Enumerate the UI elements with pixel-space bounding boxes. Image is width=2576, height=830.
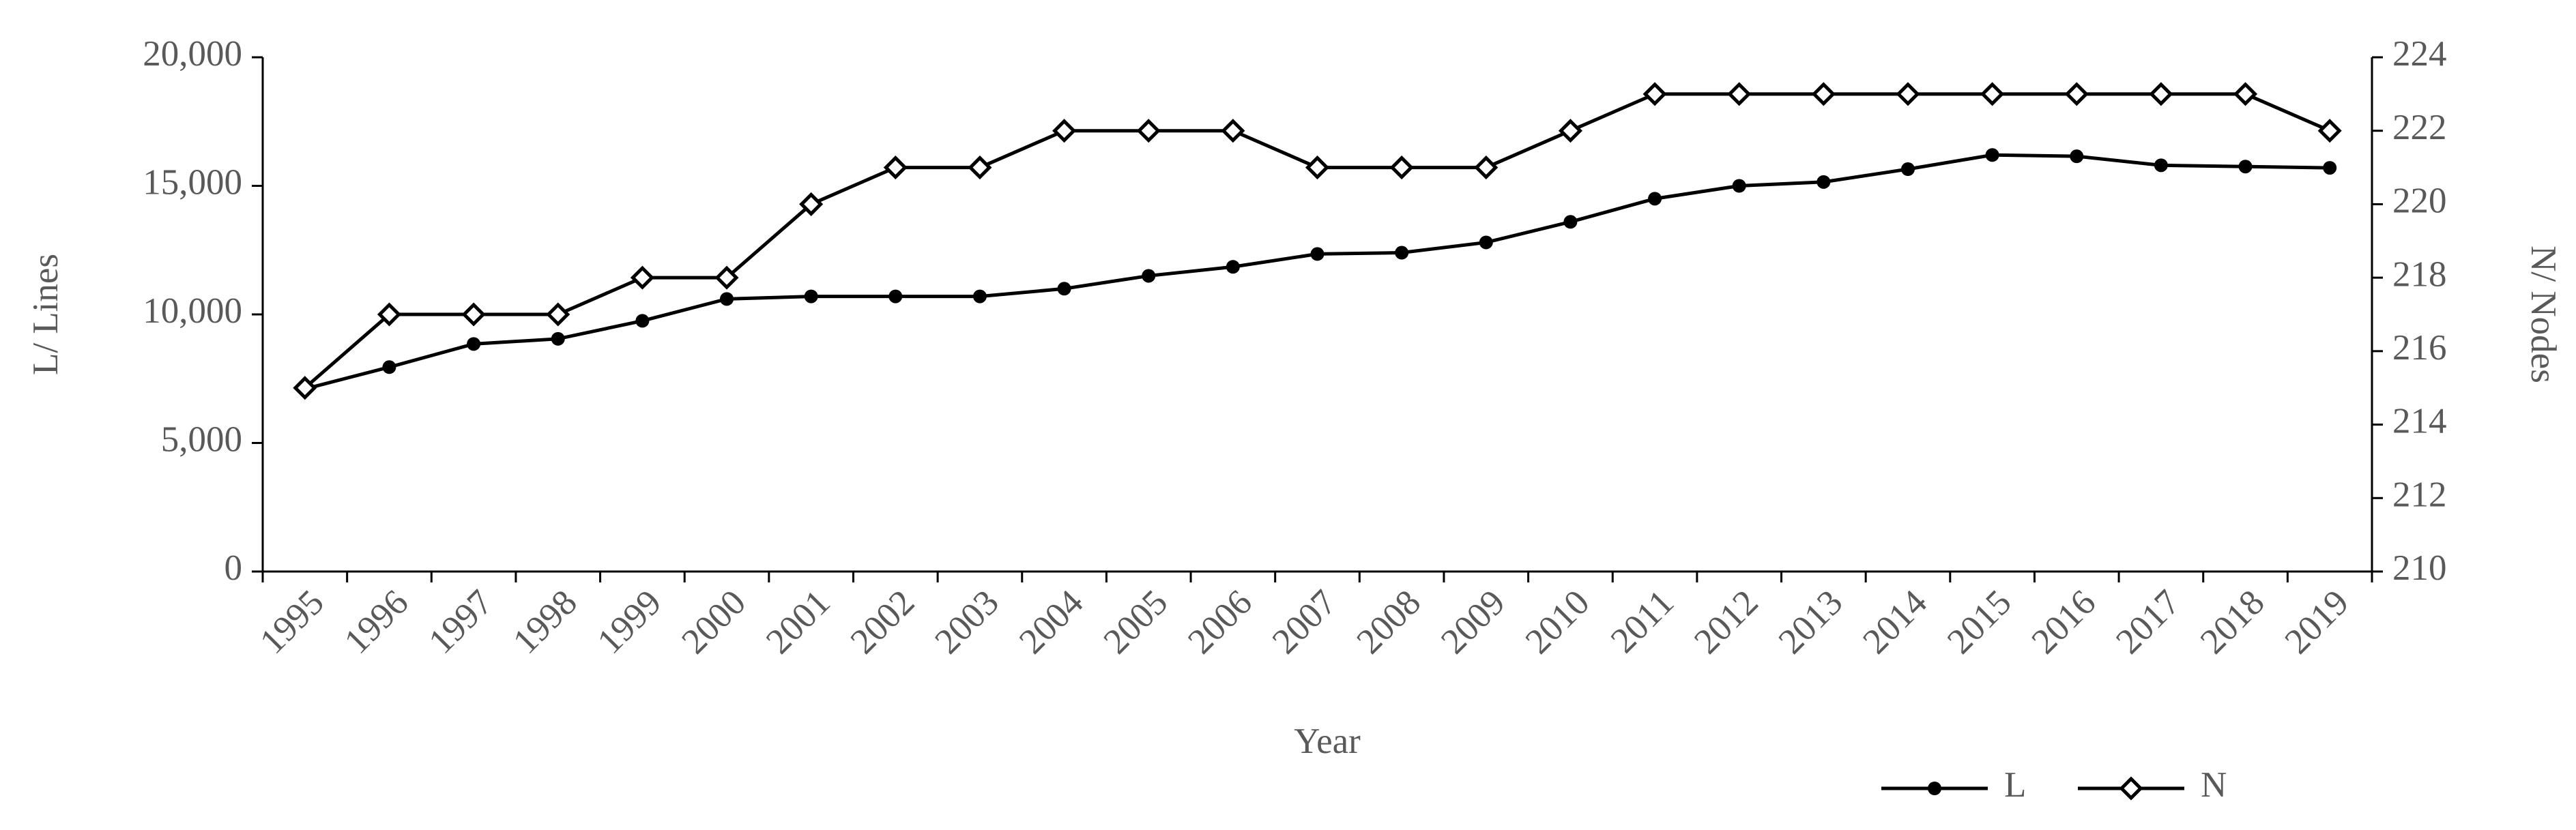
y2-tick-label: 214 <box>2392 402 2447 441</box>
y2-tick-label: 216 <box>2392 328 2447 368</box>
data-point <box>888 289 903 303</box>
y2-tick-label: 212 <box>2392 475 2447 514</box>
y-tick-label: 20,000 <box>143 34 242 74</box>
data-point <box>1142 269 1156 283</box>
data-point <box>1642 82 1667 106</box>
x-tick-label: 2018 <box>2193 582 2272 662</box>
data-point <box>799 192 824 216</box>
data-point <box>968 155 992 180</box>
data-point <box>546 302 570 327</box>
data-point <box>1305 155 1330 180</box>
legend-label: N <box>2201 765 2227 805</box>
y-tick-label: 15,000 <box>143 163 242 203</box>
data-point <box>883 155 908 180</box>
data-point <box>461 302 486 327</box>
data-point <box>1310 247 1325 261</box>
data-point <box>1896 82 1920 106</box>
data-point <box>972 289 987 303</box>
data-point <box>2317 119 2342 143</box>
y2-tick-label: 210 <box>2392 548 2447 588</box>
data-point <box>1558 119 1582 143</box>
x-tick-label: 1999 <box>590 582 669 662</box>
data-point <box>1057 282 1071 296</box>
x-tick-label: 2001 <box>759 582 838 662</box>
x-tick-label: 2013 <box>1771 582 1850 662</box>
data-point <box>1727 82 1752 106</box>
x-tick-label: 2005 <box>1096 582 1175 662</box>
y2-tick-label: 220 <box>2392 181 2447 221</box>
data-point <box>1732 179 1746 193</box>
x-tick-label: 1998 <box>506 582 585 662</box>
data-point <box>2238 160 2253 174</box>
data-point <box>1226 260 1240 274</box>
x-tick-label: 2003 <box>927 582 1007 662</box>
legend-marker <box>1928 782 1941 795</box>
data-point <box>467 337 481 351</box>
data-point <box>1563 215 1578 229</box>
y-tick-label: 5,000 <box>161 420 242 460</box>
data-point <box>1900 162 1915 176</box>
legend-label: L <box>2004 765 2026 805</box>
legend-marker <box>2119 776 2143 801</box>
data-point <box>2323 161 2337 175</box>
x-tick-label: 2002 <box>843 582 922 662</box>
y2-axis-title: N/ Nodes <box>2523 246 2563 383</box>
x-tick-label: 2019 <box>2277 582 2356 662</box>
data-point <box>1389 155 1414 180</box>
data-point <box>804 289 818 303</box>
data-point <box>1395 246 1409 260</box>
x-tick-label: 2017 <box>2109 582 2188 662</box>
x-tick-label: 2007 <box>1265 582 1344 662</box>
data-point <box>635 314 650 328</box>
x-tick-label: 2009 <box>1434 582 1513 662</box>
data-point <box>714 265 739 290</box>
x-tick-label: 2000 <box>674 582 753 662</box>
x-tick-label: 1995 <box>252 582 332 662</box>
data-point <box>2154 158 2168 173</box>
data-point <box>2233 82 2258 106</box>
data-point <box>1980 82 2005 106</box>
x-tick-label: 2016 <box>2024 582 2103 662</box>
data-point <box>1479 235 1493 250</box>
y2-tick-label: 224 <box>2392 34 2447 74</box>
data-point <box>1221 119 1245 143</box>
data-point <box>1052 119 1077 143</box>
data-point <box>1474 155 1499 180</box>
data-point <box>1811 82 1836 106</box>
x-tick-label: 1997 <box>421 582 500 662</box>
x-tick-label: 2006 <box>1181 582 1260 662</box>
data-point <box>2064 82 2089 106</box>
series-line <box>304 92 2331 389</box>
x-tick-label: 1996 <box>337 582 416 662</box>
x-tick-label: 2012 <box>1687 582 1766 662</box>
data-point <box>2070 149 2084 164</box>
data-point <box>630 265 654 290</box>
data-point <box>720 292 734 306</box>
data-point <box>1648 192 1662 206</box>
data-point <box>293 376 317 400</box>
y-axis-title: L/ Lines <box>26 254 66 375</box>
y-tick-label: 0 <box>225 548 243 588</box>
data-point <box>2149 82 2173 106</box>
data-point <box>1136 119 1161 143</box>
x-tick-label: 2014 <box>1855 582 1935 662</box>
x-tick-label: 2004 <box>1012 582 1091 662</box>
y-tick-label: 10,000 <box>143 291 242 331</box>
x-axis-title: Year <box>1294 722 1361 761</box>
x-tick-label: 2015 <box>1940 582 2019 662</box>
series-line <box>304 153 2330 391</box>
x-tick-label: 2011 <box>1604 582 1682 661</box>
y2-tick-label: 218 <box>2392 254 2447 294</box>
data-point <box>551 331 565 346</box>
data-point <box>1985 148 1999 162</box>
x-tick-label: 2010 <box>1518 582 1597 662</box>
data-point <box>382 360 396 374</box>
data-point <box>377 302 401 327</box>
x-tick-label: 2008 <box>1349 582 1428 662</box>
data-point <box>1817 175 1831 189</box>
y2-tick-label: 222 <box>2392 108 2447 147</box>
